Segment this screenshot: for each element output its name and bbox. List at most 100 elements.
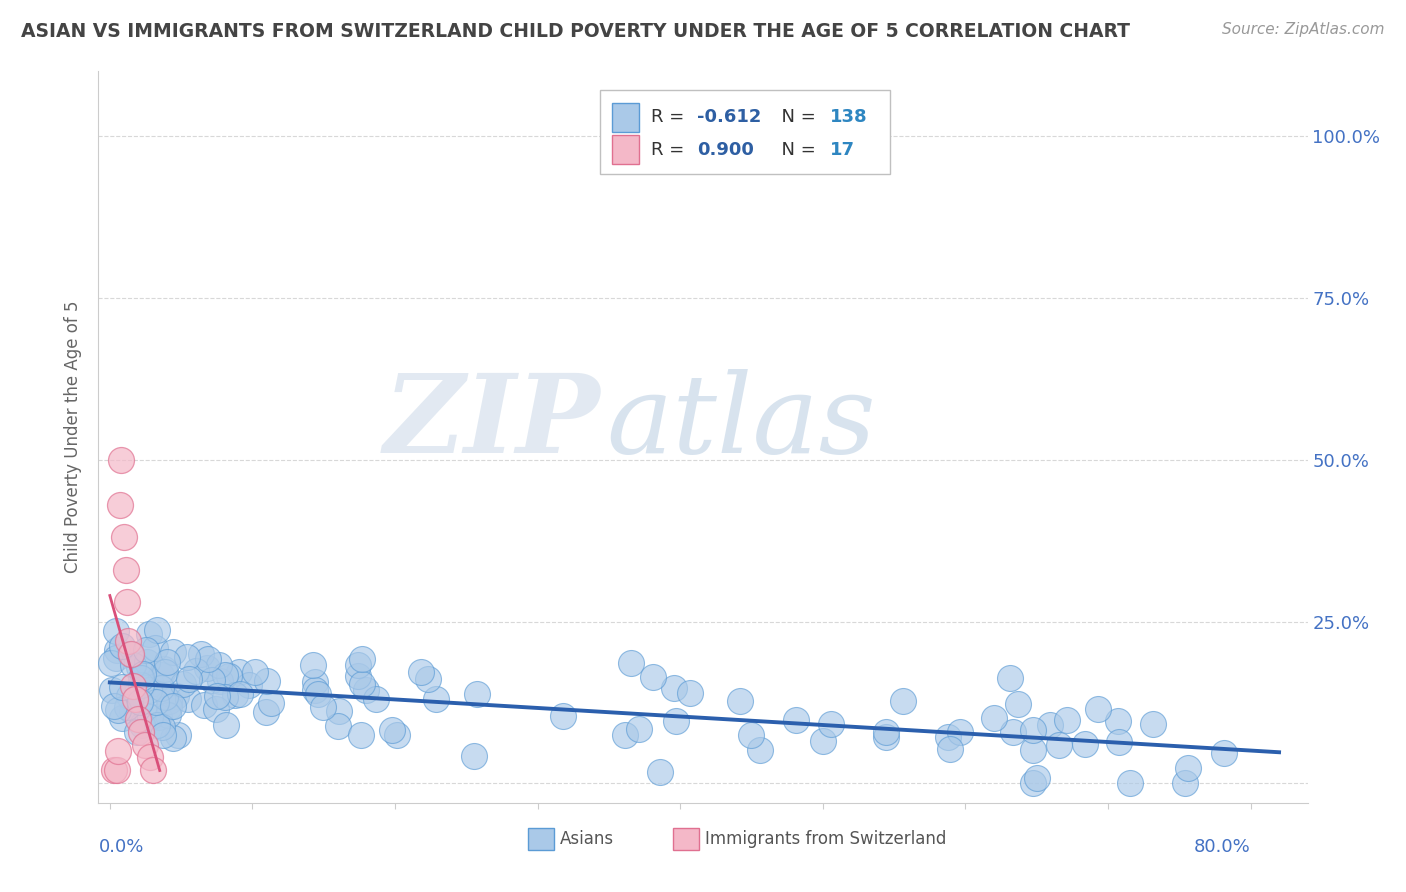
Point xyxy=(998,671,1021,685)
Point xyxy=(156,656,179,670)
Point xyxy=(749,742,772,756)
Point xyxy=(131,671,153,685)
Point xyxy=(100,656,122,670)
Text: R =: R = xyxy=(651,109,690,127)
Point xyxy=(218,669,240,683)
Point xyxy=(891,694,914,708)
Point xyxy=(111,639,134,653)
Text: 0.0%: 0.0% xyxy=(98,838,143,856)
Point xyxy=(136,655,159,669)
Point xyxy=(256,673,278,688)
Point xyxy=(1047,738,1070,752)
Point xyxy=(201,673,224,688)
Point xyxy=(643,670,665,684)
Point xyxy=(347,669,370,683)
Point xyxy=(208,674,231,689)
Point xyxy=(260,696,283,710)
Point xyxy=(145,641,167,656)
Point xyxy=(112,530,135,544)
Point xyxy=(207,657,229,672)
Point xyxy=(875,730,897,744)
FancyBboxPatch shape xyxy=(613,103,638,132)
Point xyxy=(936,730,959,744)
Point xyxy=(613,727,636,741)
Point xyxy=(204,702,226,716)
Point xyxy=(1142,717,1164,731)
Point xyxy=(224,688,246,702)
Point xyxy=(811,734,834,748)
Point xyxy=(127,724,149,739)
Point xyxy=(139,677,162,691)
Point xyxy=(350,652,373,666)
Point xyxy=(665,714,688,729)
Text: Asians: Asians xyxy=(561,830,614,848)
Point xyxy=(463,748,485,763)
Point xyxy=(356,682,378,697)
Text: 138: 138 xyxy=(830,109,868,127)
Point xyxy=(139,750,162,764)
Point xyxy=(205,689,228,703)
Point xyxy=(107,703,129,717)
Point xyxy=(364,691,387,706)
Text: 80.0%: 80.0% xyxy=(1194,838,1250,856)
Point xyxy=(103,764,125,778)
Point xyxy=(1056,714,1078,728)
Point xyxy=(128,660,150,674)
Point xyxy=(115,699,138,714)
Point xyxy=(1022,743,1045,757)
Point xyxy=(193,698,215,713)
Point xyxy=(120,647,142,661)
Point xyxy=(184,665,207,679)
Point xyxy=(117,634,139,648)
Point xyxy=(820,717,842,731)
Point xyxy=(111,711,134,725)
Point xyxy=(1026,772,1049,786)
Point xyxy=(152,662,174,676)
Point xyxy=(103,699,125,714)
Point xyxy=(145,695,167,709)
Text: atlas: atlas xyxy=(606,368,876,476)
Point xyxy=(157,700,180,714)
Point xyxy=(121,658,143,673)
Point xyxy=(347,657,370,672)
Point xyxy=(679,686,702,700)
Point xyxy=(146,623,169,637)
Point xyxy=(104,650,127,665)
Point xyxy=(1107,714,1129,728)
Text: R =: R = xyxy=(651,141,690,159)
Point xyxy=(121,704,143,718)
Point xyxy=(105,643,128,657)
FancyBboxPatch shape xyxy=(613,135,638,164)
Point xyxy=(1022,776,1045,790)
Point xyxy=(551,709,574,723)
Point xyxy=(162,645,184,659)
Point xyxy=(215,718,238,732)
Point xyxy=(1177,761,1199,775)
Point xyxy=(650,764,672,779)
Point xyxy=(1022,723,1045,737)
Point xyxy=(416,672,439,686)
Point xyxy=(1002,725,1025,739)
Point xyxy=(304,675,326,690)
Point xyxy=(385,728,408,742)
FancyBboxPatch shape xyxy=(527,829,554,850)
Point xyxy=(350,728,373,742)
Point xyxy=(162,731,184,746)
Point xyxy=(238,677,260,691)
Point xyxy=(114,563,136,577)
Point xyxy=(949,724,972,739)
Point xyxy=(1174,776,1197,790)
Point xyxy=(619,656,641,670)
Point xyxy=(135,642,157,657)
Point xyxy=(728,694,751,708)
Point xyxy=(214,668,236,682)
Point xyxy=(939,742,962,756)
FancyBboxPatch shape xyxy=(600,90,890,174)
Point xyxy=(243,665,266,679)
Point xyxy=(142,764,165,778)
Point xyxy=(107,744,129,758)
Point xyxy=(138,626,160,640)
Point xyxy=(108,498,131,512)
Text: 0.900: 0.900 xyxy=(697,141,754,159)
Point xyxy=(148,710,170,724)
